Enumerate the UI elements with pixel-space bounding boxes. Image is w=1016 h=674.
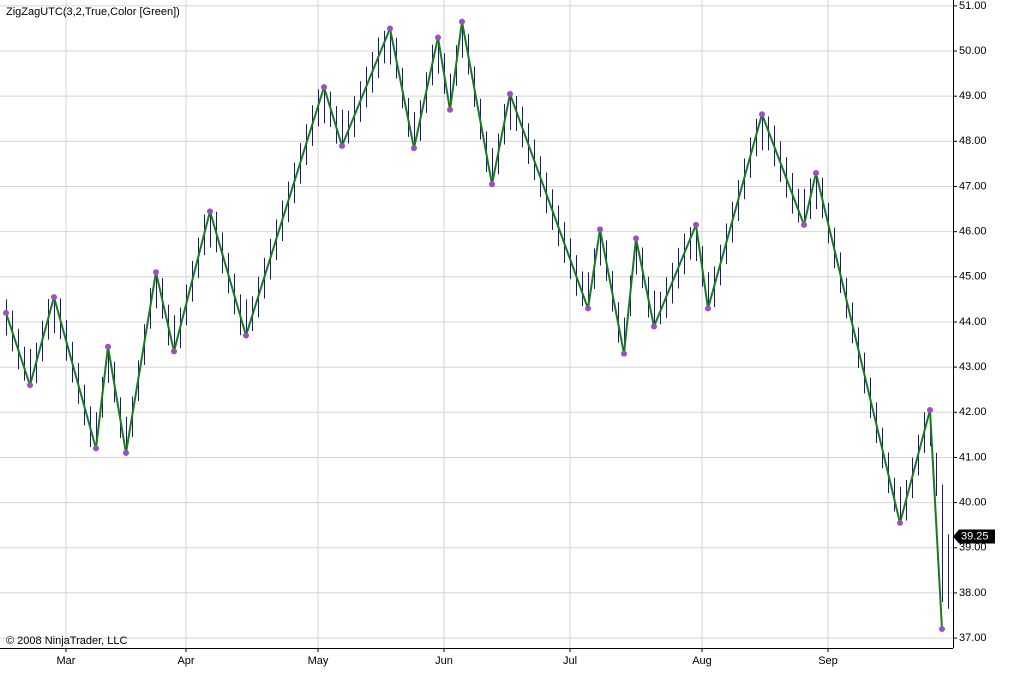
- zigzag-segment: [209, 211, 247, 336]
- zigzag-pivot: [411, 145, 417, 152]
- zigzag-segment: [107, 346, 127, 454]
- zigzag-pivot: [459, 18, 465, 25]
- zigzag-segment: [389, 28, 415, 149]
- zigzag-segment: [491, 93, 511, 185]
- zigzag-segment: [599, 229, 625, 354]
- zigzag-segment: [413, 37, 439, 149]
- zigzag-pivot: [51, 294, 57, 301]
- zigzag-segment: [29, 296, 55, 386]
- y-tick-label: 44.00: [959, 316, 987, 328]
- zigzag-pivot: [705, 305, 711, 312]
- x-tick-label: Jun: [435, 655, 453, 667]
- zigzag-pivot: [27, 382, 33, 389]
- zigzag-pivot: [759, 111, 765, 118]
- y-tick-label: 41.00: [959, 451, 987, 463]
- zigzag-segment: [929, 409, 943, 630]
- x-tick-label: Mar: [57, 655, 76, 667]
- zigzag-segment: [461, 21, 493, 185]
- plot: [3, 18, 949, 633]
- zigzag-pivot: [651, 323, 657, 330]
- zigzag-pivot: [207, 208, 213, 215]
- y-tick-label: 40.00: [959, 497, 987, 509]
- zigzag-segment: [623, 238, 637, 354]
- y-tick-label: 38.00: [959, 587, 987, 599]
- zigzag-pivot: [387, 25, 393, 32]
- zigzag-segment: [437, 37, 451, 110]
- zigzag-segment: [653, 224, 697, 327]
- zigzag-pivot: [801, 221, 807, 228]
- zigzag-pivot: [105, 343, 111, 350]
- zigzag-segment: [95, 346, 109, 449]
- y-tick-label: 48.00: [959, 135, 987, 147]
- zigzag-pivot: [171, 348, 177, 355]
- zigzag-segment: [449, 21, 463, 110]
- zigzag-segment: [707, 113, 763, 309]
- y-tick-label: 43.00: [959, 361, 987, 373]
- y-tick-label: 49.00: [959, 90, 987, 102]
- zigzag-pivot: [585, 305, 591, 312]
- x-tick-label: Apr: [177, 655, 194, 667]
- zigzag-segment: [815, 172, 901, 524]
- y-tick-label: 51.00: [959, 0, 987, 12]
- zigzag-segment: [761, 113, 805, 226]
- zigzag-segment: [587, 229, 601, 309]
- zigzag-segment: [173, 211, 211, 352]
- y-tick-label: 46.00: [959, 226, 987, 238]
- zigzag-pivot: [243, 332, 249, 339]
- y-tick-label: 47.00: [959, 180, 987, 192]
- zigzag-pivot: [813, 169, 819, 176]
- y-tick-label: 37.00: [959, 632, 987, 644]
- zigzag-pivot: [507, 90, 513, 97]
- zigzag-segment: [5, 312, 31, 386]
- zigzag-pivot: [153, 269, 159, 276]
- x-tick-label: Jul: [563, 655, 577, 667]
- zigzag-segment: [635, 238, 655, 327]
- zigzag-pivot: [93, 445, 99, 452]
- zigzag-segment: [323, 86, 343, 147]
- x-tick-label: Sep: [818, 655, 838, 667]
- zigzag-pivot: [321, 84, 327, 91]
- zigzag-pivot: [597, 226, 603, 233]
- zigzag-segment: [53, 296, 97, 449]
- y-tick-label: 39.00: [959, 542, 987, 554]
- zigzag-segment: [899, 409, 931, 524]
- y-tick-label: 50.00: [959, 45, 987, 57]
- zigzag-pivot: [123, 449, 129, 456]
- x-tick-label: May: [308, 655, 329, 667]
- zigzag-pivot: [435, 34, 441, 41]
- zigzag-pivot: [939, 626, 945, 633]
- zigzag-segment: [245, 86, 325, 336]
- zigzag-pivot: [447, 106, 453, 113]
- zigzag-segment: [803, 172, 817, 226]
- zigzag-segment: [155, 272, 175, 352]
- zigzag-segment: [509, 93, 589, 309]
- x-tick-label: Aug: [692, 655, 712, 667]
- zigzag-pivot: [3, 309, 9, 316]
- credit: © 2008 NinjaTrader, LLC: [6, 635, 127, 647]
- last-price-box: [953, 529, 995, 544]
- grid: [0, 0, 953, 648]
- zigzag-segment: [341, 28, 391, 147]
- chart-title: ZigZagUTC(3,2,True,Color [Green]): [6, 6, 180, 18]
- y-tick-label: 45.00: [959, 271, 987, 283]
- zigzag-pivot: [693, 221, 699, 228]
- zigzag-pivot: [633, 235, 639, 242]
- zigzag-segment: [695, 224, 709, 309]
- zigzag-pivot: [897, 519, 903, 526]
- y-tick-label: 42.00: [959, 406, 987, 418]
- zigzag-pivot: [927, 407, 933, 414]
- zigzag-segment: [125, 272, 157, 454]
- last-price-label: 39.25: [961, 530, 989, 542]
- zigzag-pivot: [489, 181, 495, 188]
- zigzag-pivot: [621, 350, 627, 357]
- zigzag-pivot: [339, 142, 345, 149]
